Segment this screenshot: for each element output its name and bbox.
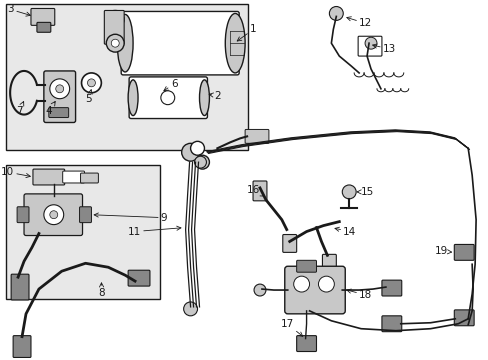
Circle shape — [56, 85, 63, 93]
FancyBboxPatch shape — [381, 316, 401, 332]
FancyBboxPatch shape — [244, 130, 268, 143]
FancyBboxPatch shape — [81, 173, 98, 183]
Ellipse shape — [111, 39, 119, 47]
Circle shape — [161, 91, 174, 105]
Circle shape — [190, 141, 204, 155]
Text: 4: 4 — [46, 102, 55, 116]
FancyBboxPatch shape — [13, 336, 31, 357]
FancyBboxPatch shape — [62, 171, 84, 183]
Text: 10: 10 — [1, 167, 30, 177]
FancyBboxPatch shape — [24, 194, 82, 235]
Text: 8: 8 — [98, 283, 105, 298]
Text: 19: 19 — [434, 246, 451, 256]
Circle shape — [44, 205, 63, 225]
Ellipse shape — [117, 14, 133, 72]
FancyBboxPatch shape — [11, 274, 29, 300]
Circle shape — [342, 185, 355, 199]
Text: 2: 2 — [209, 91, 221, 101]
Text: 18: 18 — [346, 289, 372, 300]
Text: 14: 14 — [334, 226, 356, 237]
Bar — [6, 4, 247, 150]
FancyBboxPatch shape — [296, 336, 316, 351]
FancyBboxPatch shape — [322, 255, 336, 270]
Text: 7: 7 — [16, 102, 24, 116]
FancyBboxPatch shape — [121, 12, 239, 75]
Circle shape — [318, 276, 334, 292]
FancyBboxPatch shape — [129, 77, 207, 118]
Circle shape — [365, 37, 376, 49]
Circle shape — [329, 6, 343, 21]
FancyBboxPatch shape — [453, 244, 473, 260]
Text: 6: 6 — [163, 79, 177, 91]
Text: 16: 16 — [246, 185, 264, 196]
Circle shape — [81, 73, 101, 93]
FancyBboxPatch shape — [128, 270, 150, 286]
FancyBboxPatch shape — [453, 310, 473, 326]
FancyBboxPatch shape — [284, 266, 345, 314]
FancyBboxPatch shape — [282, 234, 296, 252]
Circle shape — [183, 302, 197, 316]
Ellipse shape — [225, 13, 244, 73]
Text: 17: 17 — [280, 319, 302, 336]
Ellipse shape — [106, 10, 124, 28]
Text: 12: 12 — [346, 17, 372, 28]
FancyBboxPatch shape — [31, 9, 55, 25]
FancyBboxPatch shape — [33, 169, 64, 185]
FancyBboxPatch shape — [296, 260, 316, 272]
Circle shape — [182, 143, 199, 161]
Circle shape — [50, 211, 58, 219]
Ellipse shape — [128, 80, 138, 116]
Bar — [6, 165, 160, 299]
Text: 15: 15 — [356, 187, 374, 197]
Ellipse shape — [199, 80, 209, 116]
Ellipse shape — [106, 34, 124, 52]
Circle shape — [50, 79, 69, 99]
FancyBboxPatch shape — [80, 207, 91, 222]
Circle shape — [293, 276, 309, 292]
Text: 5: 5 — [85, 90, 92, 104]
FancyBboxPatch shape — [44, 71, 76, 122]
Circle shape — [254, 284, 265, 296]
Circle shape — [87, 79, 95, 87]
Ellipse shape — [111, 15, 119, 23]
FancyBboxPatch shape — [252, 181, 266, 201]
FancyBboxPatch shape — [17, 207, 29, 222]
Circle shape — [194, 156, 206, 168]
FancyBboxPatch shape — [49, 108, 68, 118]
Text: 13: 13 — [372, 44, 395, 54]
FancyBboxPatch shape — [381, 280, 401, 296]
Text: 3: 3 — [7, 4, 30, 16]
FancyBboxPatch shape — [37, 22, 51, 32]
FancyBboxPatch shape — [104, 10, 124, 44]
Circle shape — [195, 155, 209, 169]
Text: 11: 11 — [127, 226, 181, 237]
Text: 1: 1 — [237, 24, 256, 41]
Text: 9: 9 — [94, 213, 167, 223]
FancyBboxPatch shape — [357, 36, 381, 56]
